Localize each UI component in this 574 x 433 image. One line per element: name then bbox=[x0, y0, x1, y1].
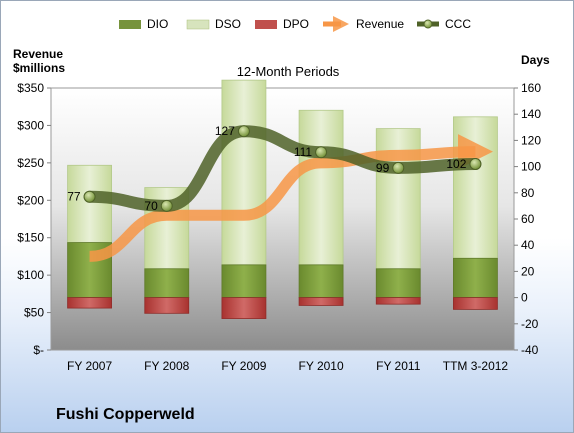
chart-title: 12-Month Periods bbox=[237, 64, 340, 79]
data-label-ccc: 102 bbox=[446, 157, 466, 171]
legend-label-ccc: CCC bbox=[445, 17, 471, 31]
bar-dso bbox=[298, 109, 344, 266]
bar-dio bbox=[221, 264, 267, 299]
legend: DIO DSO DPO Revenue CCC bbox=[119, 15, 471, 33]
right-axis-tick-label: 60 bbox=[521, 212, 535, 226]
left-axis-tick-label: $250 bbox=[17, 156, 44, 170]
right-axis-tick-label: 120 bbox=[521, 133, 541, 147]
left-axis-tick-label: $200 bbox=[17, 193, 44, 207]
right-axis-tick-label: -20 bbox=[521, 317, 539, 331]
left-axis-tick-label: $- bbox=[33, 343, 44, 357]
axes: $- $50 $100 $150 $200 $250 $300 $350 -40 -20 0 20 40… bbox=[17, 81, 541, 373]
legend-label-dpo: DPO bbox=[283, 17, 309, 31]
left-axis-tick-label: $350 bbox=[17, 81, 44, 95]
bar-dio bbox=[144, 268, 190, 298]
right-axis-tick-label: 40 bbox=[521, 238, 535, 252]
legend-label-revenue: Revenue bbox=[356, 17, 404, 31]
bar-dpo bbox=[221, 297, 267, 319]
left-axis-tick-label: $150 bbox=[17, 231, 44, 245]
data-label-ccc: 70 bbox=[144, 199, 158, 213]
data-label-ccc: 99 bbox=[376, 161, 390, 175]
legend-swatch-dio bbox=[119, 20, 141, 29]
bar-dio bbox=[453, 257, 498, 298]
legend-label-dso: DSO bbox=[215, 17, 241, 31]
legend-swatch-ccc bbox=[417, 19, 439, 29]
category-label: FY 2010 bbox=[299, 359, 344, 373]
bar-dpo bbox=[375, 297, 421, 305]
plot-area bbox=[50, 87, 515, 351]
left-axis-label-2: $millions bbox=[13, 61, 65, 75]
bar-dpo bbox=[298, 297, 344, 306]
left-axis-label-1: Revenue bbox=[13, 47, 63, 61]
bar-dio bbox=[375, 268, 421, 298]
data-label-ccc: 111 bbox=[294, 145, 313, 159]
series-line-revenue bbox=[89, 134, 494, 262]
point-ccc bbox=[315, 146, 328, 159]
point-ccc bbox=[469, 157, 482, 170]
right-axis-tick-label: 20 bbox=[521, 264, 535, 278]
right-axis-tick-label: 100 bbox=[521, 160, 541, 174]
left-axis-tick-label: $50 bbox=[24, 306, 44, 320]
left-axis-tick-label: $300 bbox=[17, 118, 44, 132]
point-ccc bbox=[83, 190, 96, 203]
right-axis-tick-label: 140 bbox=[521, 107, 541, 121]
legend-swatch-dpo bbox=[255, 20, 277, 29]
point-ccc bbox=[160, 199, 173, 212]
bar-dpo bbox=[453, 297, 498, 310]
category-label: FY 2011 bbox=[376, 359, 421, 373]
left-axis-tick-label: $100 bbox=[17, 268, 44, 282]
legend-label-dio: DIO bbox=[147, 17, 168, 31]
data-label-ccc: 77 bbox=[67, 190, 81, 204]
category-label: FY 2009 bbox=[221, 359, 266, 373]
bar-dio bbox=[298, 264, 344, 299]
right-axis-tick-label: 80 bbox=[521, 186, 535, 200]
bar-dpo bbox=[67, 297, 112, 309]
bar-dpo bbox=[144, 297, 190, 314]
category-label: TTM 3-2012 bbox=[443, 359, 509, 373]
bar-dso bbox=[453, 116, 498, 259]
bar-dso bbox=[67, 164, 112, 243]
legend-swatch-dso bbox=[186, 19, 210, 30]
right-axis-label: Days bbox=[521, 53, 550, 67]
data-label-ccc: 127 bbox=[215, 124, 235, 138]
point-ccc bbox=[237, 125, 250, 138]
category-label: FY 2007 bbox=[67, 359, 112, 373]
line-layer: 77 70 127 111 99 102 bbox=[67, 124, 494, 262]
category-label: FY 2008 bbox=[144, 359, 189, 373]
right-axis-tick-label: 160 bbox=[521, 81, 541, 95]
right-axis-tick-label: -40 bbox=[521, 343, 539, 357]
point-ccc bbox=[392, 161, 405, 174]
right-axis-tick-label: 0 bbox=[521, 291, 528, 305]
bar-dso bbox=[221, 79, 267, 266]
company-name: Fushi Copperweld bbox=[56, 406, 195, 423]
